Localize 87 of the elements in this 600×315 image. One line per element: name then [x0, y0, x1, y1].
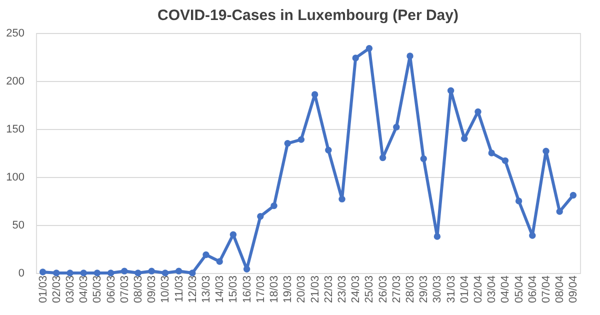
point [311, 91, 318, 98]
x-tick-label: 11/03 [173, 276, 186, 302]
point [393, 124, 400, 130]
x-tick-label: 09/04 [568, 276, 580, 304]
point [148, 268, 155, 274]
point [270, 202, 278, 210]
y-tick-label: 200 [6, 76, 24, 88]
point [134, 270, 142, 276]
x-tick-label: 17/03 [254, 276, 267, 304]
point [284, 140, 291, 147]
x-tick-label: 22/03 [322, 276, 335, 304]
x-tick-label: 07/04 [540, 276, 552, 304]
y-tick-label: 50 [12, 220, 24, 232]
point [39, 268, 46, 276]
x-tick-label: 03/03 [64, 276, 76, 304]
x-tick-label: 14/03 [214, 276, 226, 304]
x-tick-label: 07/03 [118, 276, 131, 304]
x-tick-label: 01/03 [37, 276, 50, 304]
point [66, 270, 74, 276]
point [488, 150, 495, 156]
point [230, 231, 237, 238]
x-tick-label: 15/03 [228, 276, 240, 304]
point [474, 108, 482, 116]
x-tick-label: 03/04 [486, 276, 498, 304]
x-tick-label: 28/03 [404, 276, 416, 304]
x-tick-label: 27/03 [390, 276, 403, 304]
point [366, 45, 373, 52]
point [175, 268, 182, 274]
point [257, 213, 264, 220]
point [94, 270, 101, 276]
x-tick-label: 16/03 [241, 276, 254, 304]
point [162, 270, 169, 276]
x-tick-label: 06/04 [526, 276, 539, 304]
x-tick-label: 31/03 [445, 276, 458, 304]
point [542, 148, 550, 154]
x-tick-label: 04/04 [500, 276, 512, 304]
x-tick-label: 06/03 [105, 276, 118, 304]
point [121, 268, 128, 274]
point [80, 270, 87, 276]
x-tick-label: 02/04 [472, 276, 484, 304]
x-tick-label: 21/03 [309, 276, 322, 304]
x-tick-label: 30/03 [432, 276, 444, 304]
point [379, 154, 386, 162]
point [570, 192, 577, 199]
x-tick-label: 10/03 [160, 276, 172, 304]
x-tick-label: 04/03 [78, 276, 90, 304]
point [298, 136, 305, 143]
point [338, 196, 346, 202]
x-tick-label: 26/03 [377, 276, 390, 304]
point [461, 135, 468, 142]
point [189, 270, 196, 276]
x-tick-label: 01/04 [458, 276, 471, 304]
point [107, 270, 114, 276]
x-tick-label: 23/03 [336, 276, 348, 304]
x-tick-label: 13/03 [200, 276, 212, 304]
point [420, 155, 427, 162]
point [243, 266, 250, 273]
point [352, 54, 359, 62]
point [556, 208, 563, 215]
chart-title: COVID-19-Cases in Luxembourg (Per Day) [158, 7, 458, 24]
x-tick-label: 24/03 [350, 276, 362, 304]
y-tick-label: 100 [6, 172, 24, 184]
point [515, 198, 522, 204]
point [502, 157, 509, 164]
x-tick-label: 02/03 [50, 276, 63, 304]
point [216, 258, 223, 265]
y-tick-label: 0 [18, 268, 24, 280]
point [325, 146, 332, 154]
x-tick-label: 25/03 [364, 276, 376, 304]
x-tick-label: 08/04 [554, 276, 566, 304]
point [529, 232, 536, 239]
point [434, 233, 441, 240]
x-tick-label: 29/03 [418, 276, 430, 304]
point [447, 87, 454, 94]
y-tick-label: 250 [6, 28, 24, 40]
x-tick-label: 20/03 [296, 276, 308, 304]
y-tick-label: 150 [6, 124, 24, 136]
x-tick-label: 18/03 [268, 276, 280, 304]
point [202, 251, 210, 258]
x-tick-label: 19/03 [282, 276, 294, 304]
x-tick-label: 05/04 [513, 276, 526, 304]
point [406, 52, 414, 60]
point [53, 270, 60, 276]
x-tick-label: 05/03 [92, 276, 104, 304]
x-tick-label: 12/03 [186, 276, 199, 304]
x-tick-label: 08/03 [132, 276, 144, 304]
x-tick-label: 09/03 [146, 276, 158, 304]
